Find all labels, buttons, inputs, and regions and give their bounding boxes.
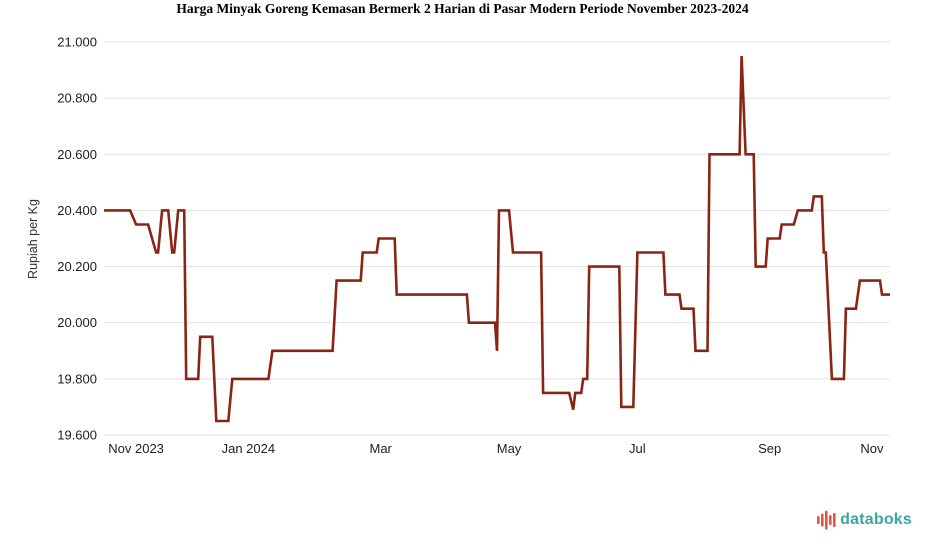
chart-title: Harga Minyak Goreng Kemasan Bermerk 2 Ha… [176, 1, 749, 16]
databoks-bars-icon [817, 510, 836, 530]
x-tick-label: Jul [629, 441, 646, 456]
x-tick-label: Nov [860, 441, 884, 456]
databoks-logo: databoks [817, 508, 912, 532]
logo-bar [833, 513, 836, 527]
logo-bar [817, 516, 820, 524]
logo-bar [821, 513, 824, 527]
logo-bar [829, 515, 832, 525]
x-tick-label: Nov 2023 [108, 441, 164, 456]
databoks-wordmark: databoks [840, 511, 912, 528]
y-tick-label: 20.400 [57, 203, 97, 218]
y-tick-label: 20.200 [57, 259, 97, 274]
y-tick-label: 20.000 [57, 315, 97, 330]
y-tick-label: 21.000 [57, 35, 97, 50]
price-line [104, 55, 890, 423]
x-tick-label: Mar [370, 441, 393, 456]
logo-bar [825, 510, 828, 530]
x-tick-label: May [497, 441, 522, 456]
x-tick-label: Sep [758, 441, 781, 456]
y-tick-label: 19.800 [57, 371, 97, 386]
y-tick-label: 20.600 [57, 147, 97, 162]
y-tick-label: 20.800 [57, 91, 97, 106]
x-tick-label: Jan 2024 [222, 441, 276, 456]
y-tick-label: 19.600 [57, 428, 97, 443]
